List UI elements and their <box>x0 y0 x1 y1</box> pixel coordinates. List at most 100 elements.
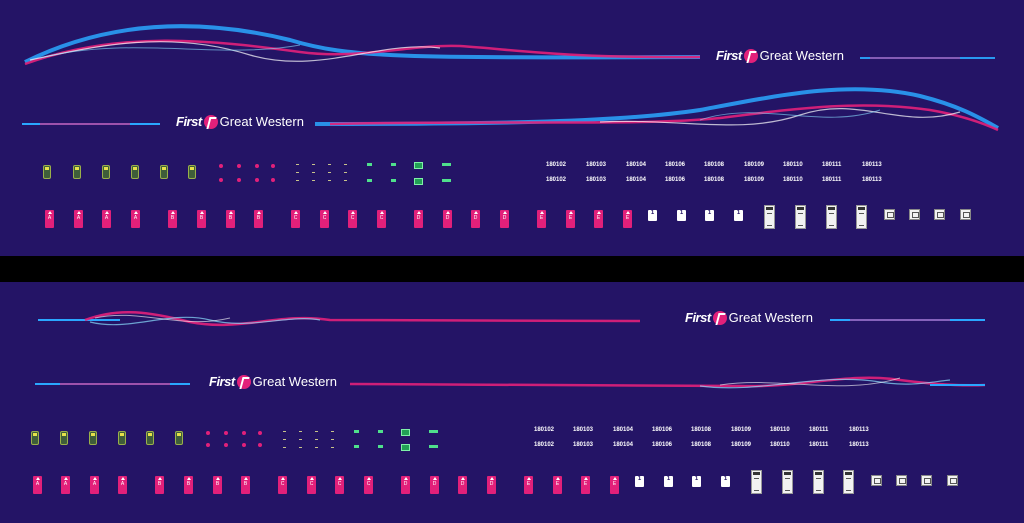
coach-letter-tag-icon: B <box>197 210 206 228</box>
logo-bottom-left: First Great Western <box>209 374 337 389</box>
interior-lamp-icon <box>175 431 183 445</box>
unit-number: 180113 <box>849 442 869 448</box>
green-indicator-icon <box>378 445 383 448</box>
unit-number: 180109 <box>731 442 752 448</box>
unit-number: 180104 <box>626 162 647 168</box>
interior-lamp-icon <box>60 431 68 445</box>
coach-letter-tag-icon: D <box>471 210 480 228</box>
unit-number: 180104 <box>613 427 634 433</box>
seat-plan-icon <box>764 205 775 229</box>
coach-letter-tag-icon: E <box>566 210 575 228</box>
green-indicator-icon <box>354 445 359 448</box>
coach-letter-tag-icon: D <box>430 476 439 494</box>
coach-letter-tag-icon: E <box>610 476 619 494</box>
logo-bottom-right: First Great Western <box>685 310 813 325</box>
placard-icon <box>921 475 932 486</box>
marker-tick <box>312 164 315 165</box>
unit-number: 180109 <box>744 162 765 168</box>
door-light-icon <box>206 443 210 447</box>
green-indicator-icon <box>442 179 451 182</box>
unit-number: 180102 <box>546 162 567 168</box>
coach-letter-tag-icon: B <box>155 476 164 494</box>
green-indicator-icon <box>401 429 410 436</box>
unit-number: 180104 <box>626 177 647 183</box>
door-light-icon <box>237 164 241 168</box>
logo-top-right: First Great Western <box>716 48 844 63</box>
unit-number: 180108 <box>691 442 712 448</box>
coach-letter-tag-icon: A <box>45 210 54 228</box>
interior-lamp-icon <box>73 165 81 179</box>
ribbon-lower-top <box>22 87 999 132</box>
placard-icon <box>947 475 958 486</box>
marker-tick <box>299 447 302 448</box>
door-light-icon <box>237 178 241 182</box>
coach-letter-tag-icon: C <box>364 476 373 494</box>
unit-number: 180103 <box>586 177 607 183</box>
logo-mark-icon <box>712 310 727 325</box>
coach-letter-tag-icon: E <box>524 476 533 494</box>
coach-letter-tag-icon: D <box>401 476 410 494</box>
marker-tick <box>328 180 331 181</box>
green-indicator-icon <box>429 445 438 448</box>
livery-panel-bottom: First Great Western First Great Western … <box>0 282 1024 523</box>
marker-tick <box>344 180 347 181</box>
door-light-icon <box>255 178 259 182</box>
marker-tick <box>315 447 318 448</box>
coach-letter-tag-icon: C <box>377 210 386 228</box>
coach-letter-tag-icon: D <box>414 210 423 228</box>
seat-plan-icon <box>856 205 867 229</box>
placard-icon <box>871 475 882 486</box>
unit-number: 180111 <box>822 162 842 168</box>
coach-letter-tag-icon: A <box>131 210 140 228</box>
first-class-tag-icon: 1 <box>664 476 673 487</box>
coach-letter-tag-icon: B <box>168 210 177 228</box>
interior-lamp-icon <box>102 165 110 179</box>
interior-lamp-icon <box>188 165 196 179</box>
green-indicator-icon <box>414 178 423 185</box>
unit-number: 180109 <box>744 177 765 183</box>
unit-number: 180113 <box>849 427 869 433</box>
door-light-icon <box>271 164 275 168</box>
marker-tick <box>312 172 315 173</box>
placard-icon <box>960 209 971 220</box>
seat-plan-icon <box>843 470 854 494</box>
coach-letter-tag-icon: E <box>623 210 632 228</box>
coach-letter-tag-icon: C <box>278 476 287 494</box>
ribbon-upper-bottom <box>38 310 985 327</box>
first-class-tag-icon: 1 <box>692 476 701 487</box>
coach-letter-tag-icon: E <box>581 476 590 494</box>
first-class-tag-icon: 1 <box>635 476 644 487</box>
placard-icon <box>909 209 920 220</box>
first-class-tag-icon: 1 <box>734 210 743 221</box>
door-light-icon <box>255 164 259 168</box>
livery-panel-top: First Great Western First Great Western … <box>0 0 1024 256</box>
logo-gw-text: Great Western <box>252 374 337 389</box>
unit-number: 180108 <box>704 162 725 168</box>
ribbon-graphics-top <box>22 24 999 132</box>
logo-gw-text: Great Western <box>759 48 844 63</box>
door-light-icon <box>219 178 223 182</box>
logo-top-left: First Great Western <box>176 114 304 129</box>
door-light-icon <box>258 431 262 435</box>
interior-lamp-icon <box>89 431 97 445</box>
unit-number: 180106 <box>665 177 686 183</box>
coach-letter-tag-icon: B <box>184 476 193 494</box>
logo-first-text: First <box>176 114 202 129</box>
logo-first-text: First <box>716 48 742 63</box>
green-indicator-icon <box>391 163 396 166</box>
green-indicator-icon <box>401 444 410 451</box>
marker-tick <box>344 164 347 165</box>
coach-letter-tag-icon: B <box>254 210 263 228</box>
seat-plan-icon <box>795 205 806 229</box>
logo-mark-icon <box>743 48 758 63</box>
first-class-tag-icon: 1 <box>721 476 730 487</box>
logo-first-text: First <box>209 374 235 389</box>
unit-number: 180103 <box>573 427 594 433</box>
placard-icon <box>896 475 907 486</box>
coach-letter-tag-icon: B <box>213 476 222 494</box>
first-class-tag-icon: 1 <box>705 210 714 221</box>
door-light-icon <box>242 431 246 435</box>
marker-tick <box>299 439 302 440</box>
green-indicator-icon <box>391 179 396 182</box>
coach-letter-tag-icon: E <box>553 476 562 494</box>
